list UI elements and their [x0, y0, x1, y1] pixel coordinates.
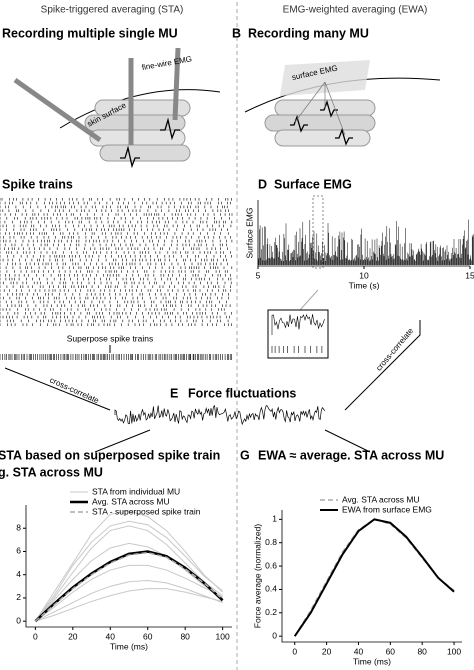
x-tick-label: 0	[33, 631, 38, 641]
electrode	[172, 47, 181, 121]
arrow	[344, 320, 421, 411]
x-tick-label: 60	[386, 646, 396, 656]
y-axis-label: Force average (normalized)	[252, 524, 262, 629]
panel-title: Surface EMG	[274, 177, 352, 191]
panel-title: STA based on superposed spike train	[0, 448, 220, 462]
y-tick-label: 4	[16, 569, 21, 579]
panel-letter: G	[240, 448, 250, 462]
inset	[267, 309, 329, 359]
header-right: EMG-weighted averaging (EWA)	[283, 5, 428, 16]
series-line	[35, 588, 223, 622]
y-tick-label: 0	[16, 615, 21, 625]
y-tick-label: 6	[16, 546, 21, 556]
series-line	[35, 580, 223, 622]
x-tick-label: 10	[359, 270, 369, 280]
panel-title: g. STA across MU	[0, 465, 103, 479]
y-axis-label: Surface EMG	[244, 207, 254, 258]
series-line	[294, 518, 455, 637]
series-line	[293, 518, 455, 637]
muscle-illustration	[13, 47, 221, 169]
fiber	[264, 114, 376, 132]
x-tick-label: 20	[68, 631, 78, 641]
legend-label: STA - superposed spike train	[92, 506, 201, 516]
x-axis-label: Time (ms)	[110, 641, 148, 651]
axes	[281, 510, 462, 643]
header-left: Spike-triggered averaging (STA)	[41, 5, 184, 16]
x-tick-label: 100	[447, 646, 461, 656]
y-tick-label: 2	[16, 592, 21, 602]
panel-letter: D	[258, 177, 267, 191]
superposed-train	[0, 354, 232, 360]
y-tick-label: 0.6	[265, 560, 277, 570]
surface-illustration	[244, 60, 441, 147]
x-tick-label: 40	[354, 646, 364, 656]
arrow	[4, 367, 111, 411]
electrode	[13, 77, 102, 143]
legend-label: Avg. STA across MU	[92, 496, 170, 506]
waveform	[120, 117, 180, 169]
panel-title: EWA ≈ average. STA across MU	[258, 448, 444, 462]
series-line	[35, 564, 223, 622]
y-tick-label: 0	[272, 630, 277, 640]
arrow-label: cross-correlate	[48, 376, 100, 406]
x-tick-label: 15	[465, 270, 474, 280]
x-tick-label: 60	[143, 631, 153, 641]
panel-title: Recording multiple single MU	[2, 26, 178, 40]
zoom-box	[312, 195, 324, 269]
electrode-pad	[280, 60, 370, 96]
legend-label: Avg. STA across MU	[342, 494, 420, 504]
axes	[257, 200, 470, 267]
y-tick-label: 1	[272, 514, 277, 524]
force-trace	[114, 404, 326, 426]
series-line	[34, 510, 223, 622]
inset-spikes	[271, 346, 323, 353]
label: fine-wire EMG	[141, 54, 192, 72]
y-tick-label: 8	[16, 522, 21, 532]
panel-title: Spike trains	[2, 177, 73, 191]
lead	[294, 81, 346, 136]
skin-line	[59, 89, 221, 129]
panel-letter: B	[232, 26, 241, 40]
note: Superpose spike trains	[67, 333, 153, 343]
panel-title: Force fluctuations	[188, 386, 296, 400]
y-tick-label: 0.2	[265, 607, 277, 617]
x-tick-label: 20	[322, 646, 332, 656]
panel-letter: E	[170, 386, 178, 400]
emg-signal	[257, 219, 474, 265]
x-tick-label: 100	[216, 631, 230, 641]
series-line	[34, 525, 223, 622]
x-axis-label: Time (ms)	[353, 656, 391, 666]
y-tick-label: 0.8	[265, 537, 277, 547]
series-line	[34, 550, 224, 623]
spike-raster	[0, 198, 233, 326]
series-line	[34, 520, 223, 622]
arrow-label: cross-correlate	[374, 326, 415, 373]
x-axis-label: Time (s)	[349, 280, 380, 290]
fiber	[274, 129, 371, 147]
x-tick-label: 40	[106, 631, 116, 641]
arrow	[94, 429, 371, 453]
arrow	[299, 289, 319, 311]
axes	[25, 505, 232, 628]
x-tick-label: 80	[180, 631, 190, 641]
inset-signal	[271, 313, 325, 335]
x-tick-label: 80	[417, 646, 427, 656]
series-line	[34, 542, 223, 622]
waveform	[290, 99, 353, 146]
x-tick-label: 0	[292, 646, 297, 656]
legend-label: STA from individual MU	[92, 486, 180, 496]
fiber	[99, 144, 191, 162]
legend-label: EWA from surface EMG	[342, 504, 432, 514]
series-line	[34, 551, 224, 622]
y-tick-label: 0.4	[265, 584, 277, 594]
x-tick-label: 5	[256, 270, 261, 280]
panel-title: Recording many MU	[248, 26, 369, 40]
